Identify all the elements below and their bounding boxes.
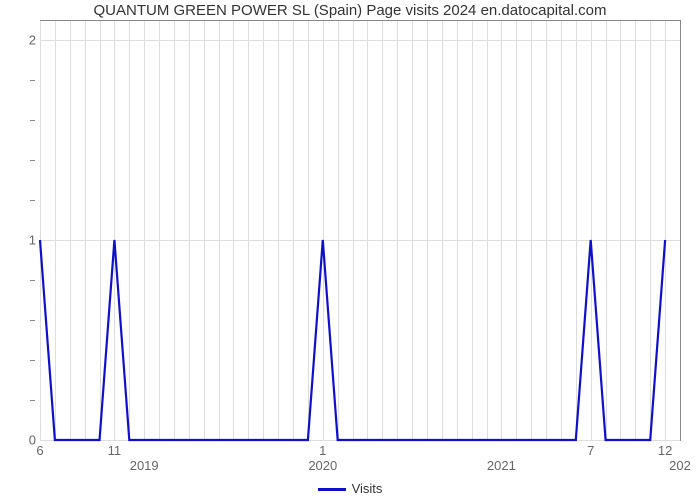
x-year-label: 202 xyxy=(669,458,691,473)
y-minor-tick xyxy=(30,320,35,321)
y-minor-tick xyxy=(30,280,35,281)
x-tick-label: 6 xyxy=(36,443,43,458)
chart-container: QUANTUM GREEN POWER SL (Spain) Page visi… xyxy=(0,0,700,500)
x-year-label: 2019 xyxy=(130,458,159,473)
y-minor-tick xyxy=(30,400,35,401)
x-tick-label: 7 xyxy=(587,443,594,458)
legend-swatch xyxy=(318,488,346,491)
line-chart-svg xyxy=(40,20,680,440)
x-tick-label: 1 xyxy=(319,443,326,458)
x-year-label: 2020 xyxy=(308,458,337,473)
y-minor-tick xyxy=(30,360,35,361)
y-minor-tick xyxy=(30,200,35,201)
x-tick-label: 11 xyxy=(108,443,122,458)
legend-label: Visits xyxy=(352,481,383,496)
legend: Visits xyxy=(0,481,700,496)
x-tick-label: 12 xyxy=(658,443,672,458)
y-tick-label: 2 xyxy=(29,33,36,48)
y-tick-label: 1 xyxy=(29,233,36,248)
y-tick-label: 0 xyxy=(29,433,36,448)
chart-title: QUANTUM GREEN POWER SL (Spain) Page visi… xyxy=(0,2,700,19)
x-year-label: 2021 xyxy=(487,458,516,473)
y-minor-tick xyxy=(30,80,35,81)
y-minor-tick xyxy=(30,160,35,161)
y-minor-tick xyxy=(30,120,35,121)
visits-series-line xyxy=(40,240,665,440)
